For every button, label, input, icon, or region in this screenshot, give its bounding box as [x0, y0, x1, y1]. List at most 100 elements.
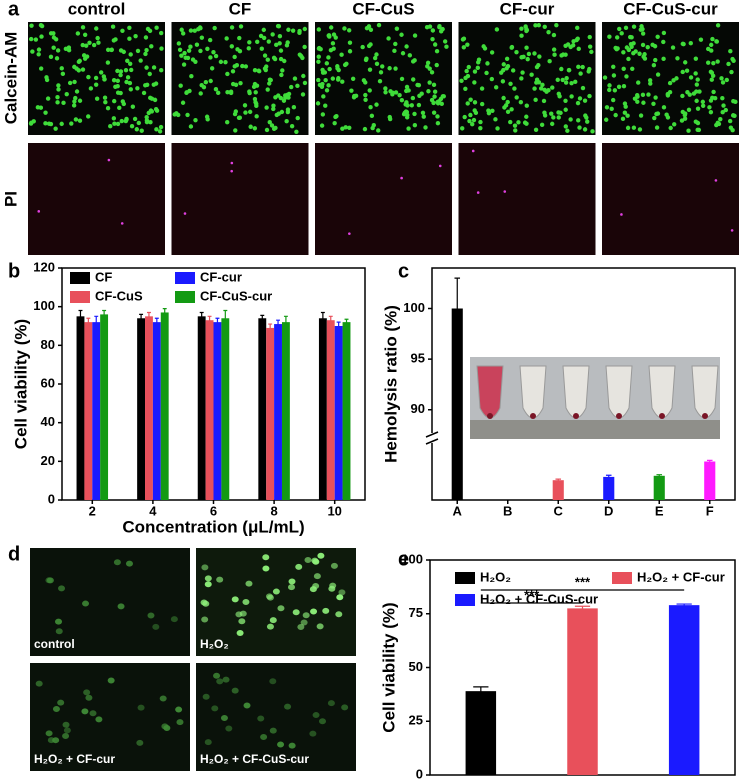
cell [430, 36, 435, 42]
cell [420, 110, 426, 115]
cell [82, 600, 90, 607]
cell [118, 69, 124, 74]
cell [322, 607, 330, 614]
error-bar [260, 314, 265, 322]
cell [519, 33, 524, 38]
cell [254, 103, 259, 109]
plot-frame [431, 267, 736, 501]
cell [280, 68, 285, 73]
cell [76, 59, 82, 65]
error-bar [328, 315, 333, 325]
cell [476, 57, 482, 62]
error-bar [223, 309, 228, 326]
bar [342, 322, 351, 500]
cell [57, 699, 65, 706]
cell [159, 46, 164, 51]
cell [387, 114, 392, 120]
cell [369, 113, 375, 119]
cell [607, 83, 612, 88]
cell [476, 191, 480, 194]
cell [170, 616, 178, 623]
cell [522, 120, 528, 125]
cell [246, 46, 251, 51]
cell [587, 34, 592, 40]
cell [31, 119, 36, 124]
cell [619, 31, 624, 36]
pellet [702, 413, 708, 419]
cell [292, 76, 298, 81]
cell [710, 36, 715, 42]
cell [274, 112, 279, 118]
cell [434, 48, 440, 54]
tube [691, 365, 719, 419]
error-bar [94, 315, 99, 328]
cell [440, 26, 445, 32]
image [30, 548, 190, 656]
cell [611, 73, 617, 78]
cell [344, 61, 349, 67]
cell [529, 72, 534, 77]
cell [271, 106, 276, 112]
cell [240, 63, 245, 69]
cell [278, 48, 284, 53]
cell [683, 60, 688, 65]
cell [654, 125, 660, 130]
cell [127, 61, 133, 66]
cell [707, 105, 712, 110]
cell [394, 26, 400, 31]
cell [651, 63, 657, 68]
bar [567, 608, 598, 775]
cell [542, 110, 547, 115]
cell [637, 127, 643, 132]
cell [176, 41, 182, 46]
cell [438, 164, 442, 168]
cell [465, 101, 470, 106]
cell [254, 114, 259, 119]
cell [317, 552, 325, 559]
cell [187, 88, 192, 94]
cell [112, 121, 117, 126]
cell [407, 53, 413, 58]
cell [655, 72, 661, 77]
error-bar [555, 478, 562, 482]
cell [335, 611, 343, 618]
cell [501, 95, 506, 101]
cell [333, 35, 338, 40]
x-tick-label: 10 [327, 503, 341, 518]
legend-label: CF-CuS-cur [200, 288, 272, 303]
cell [261, 27, 267, 33]
cell [478, 125, 483, 131]
cell [245, 580, 253, 587]
cell [512, 86, 517, 91]
cell [694, 82, 700, 87]
cell [636, 80, 641, 85]
cell [231, 596, 239, 603]
cell [316, 623, 324, 630]
bar [145, 316, 153, 500]
bar [281, 322, 290, 500]
cell [377, 79, 383, 84]
cell [652, 44, 658, 49]
cell [84, 43, 89, 48]
cell [216, 678, 224, 685]
cell [312, 712, 320, 719]
bar [334, 326, 343, 500]
cell [362, 126, 368, 132]
cell [574, 37, 579, 43]
cell [51, 45, 56, 50]
cell [268, 77, 273, 83]
cell [412, 58, 417, 63]
cell [321, 94, 326, 99]
cell [196, 26, 201, 32]
cell [540, 82, 545, 88]
cell [720, 95, 725, 101]
cell [63, 727, 71, 734]
cell [467, 118, 472, 124]
cell [393, 41, 398, 47]
cell [340, 126, 345, 131]
cell [93, 82, 99, 87]
legend-swatch [70, 291, 90, 303]
cell [232, 54, 237, 60]
cell [179, 27, 184, 32]
cell [674, 76, 679, 81]
